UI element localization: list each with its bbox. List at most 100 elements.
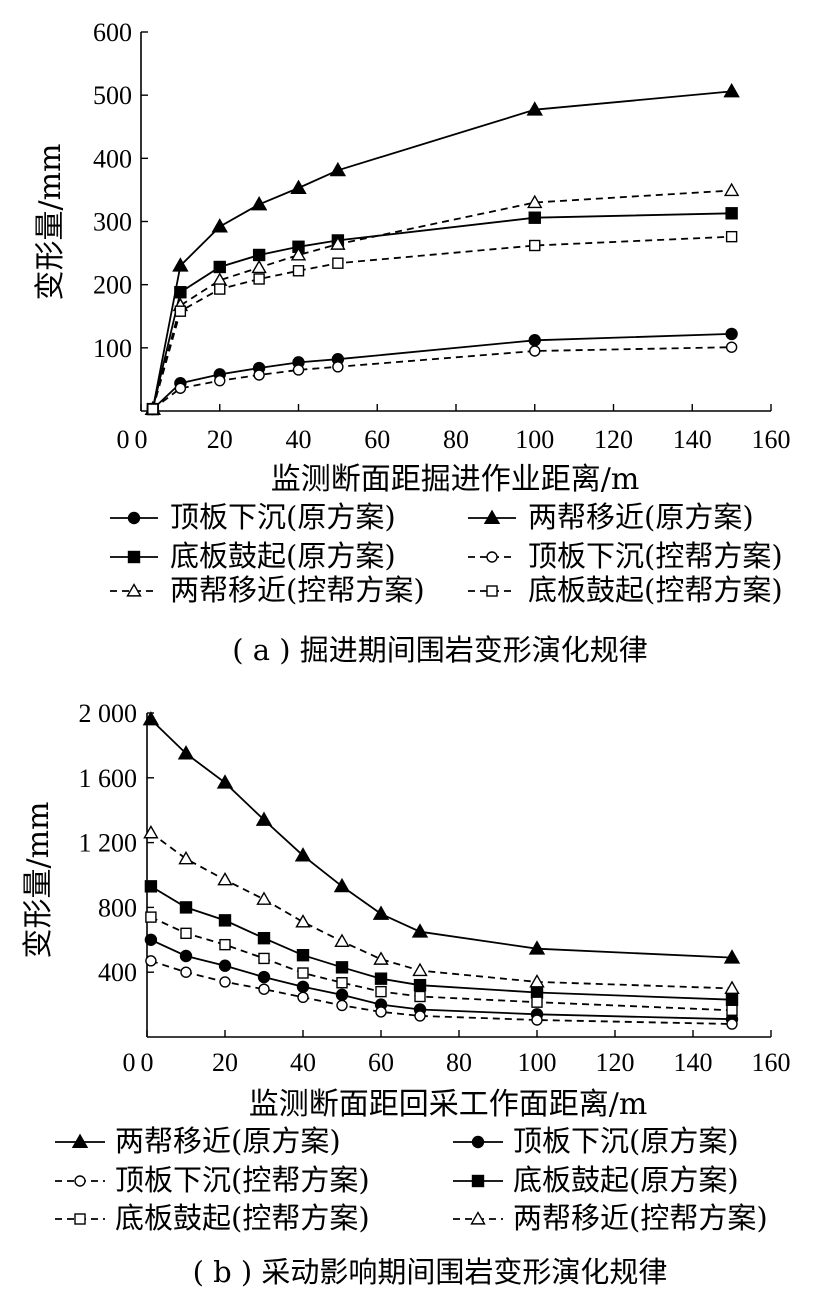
data-point (726, 1004, 738, 1016)
legend-marker (126, 583, 142, 597)
data-point (178, 850, 194, 865)
data-point (330, 236, 346, 250)
data-point (725, 341, 738, 353)
data-point (174, 286, 187, 299)
data-point (290, 179, 307, 194)
legend-item: 底板鼓起(控帮方案) (55, 1201, 370, 1235)
legend-label: 底板鼓起(控帮方案) (528, 573, 783, 607)
y-tick-label: 1 600 (79, 764, 138, 793)
y-tick-label: 1 200 (79, 829, 138, 858)
data-point (725, 230, 738, 243)
data-point (294, 847, 312, 862)
data-point (411, 923, 429, 938)
data-point (219, 976, 231, 988)
data-point (145, 955, 157, 967)
data-point (180, 966, 192, 978)
data-point (332, 257, 344, 269)
legend-label: 顶板下沉(原方案) (513, 1124, 739, 1158)
x-axis-label: 监测断面距掘进作业距离/m (271, 462, 640, 497)
y-tick-label: 200 (93, 271, 132, 300)
data-point (147, 403, 159, 415)
series-line (150, 938, 733, 1021)
data-point (258, 983, 270, 995)
series-line (152, 333, 732, 410)
data-point (253, 273, 265, 285)
legend-label: 两帮移近(原方案) (115, 1124, 341, 1158)
legend-label: 顶板下沉(原方案) (170, 500, 396, 534)
x-tick-label: 160 (752, 425, 791, 454)
data-point (333, 877, 351, 893)
data-point (292, 364, 305, 376)
data-point (527, 194, 543, 209)
y-tick-label: 300 (93, 208, 132, 237)
series-line (151, 189, 732, 410)
legend-marker (127, 511, 141, 525)
data-point (174, 382, 187, 394)
legend-marker (74, 1213, 86, 1225)
data-point (256, 891, 272, 905)
series-3 (145, 955, 738, 1030)
data-point (724, 980, 740, 994)
legend-label: 两帮移近(控帮方案) (513, 1201, 768, 1235)
data-point (725, 207, 738, 220)
legend-marker (127, 550, 141, 564)
data-point (723, 82, 740, 98)
series-6 (147, 230, 738, 415)
data-point (143, 824, 159, 839)
x-tick-label: 40 (290, 1048, 316, 1077)
data-point (529, 974, 545, 988)
legend-item: 顶板下沉(原方案) (110, 500, 396, 534)
y-tick-label: 400 (93, 144, 132, 173)
legend-marker (71, 1133, 89, 1148)
data-point (214, 374, 226, 387)
data-point (374, 972, 388, 985)
data-point (214, 283, 226, 295)
x-tick-label: 40 (286, 425, 312, 454)
data-point (213, 260, 226, 274)
data-point (257, 970, 271, 984)
legend-item: 两帮移近(原方案) (468, 500, 754, 534)
x-tick-label: 100 (515, 425, 554, 454)
series-line (150, 916, 733, 1012)
data-point (219, 938, 231, 951)
data-point (372, 905, 390, 920)
y-tick-label: 400 (98, 958, 137, 987)
data-point (336, 999, 348, 1012)
series-line (151, 90, 732, 410)
data-point (257, 931, 271, 945)
data-point (179, 949, 193, 963)
series-1 (146, 327, 738, 416)
legend-marker (470, 1211, 486, 1225)
data-point (723, 182, 740, 197)
data-point (375, 985, 387, 998)
data-point (172, 257, 189, 272)
legend-item: 顶板下沉(控帮方案) (468, 539, 783, 573)
data-point (255, 811, 273, 826)
legend-item: 两帮移近(原方案) (55, 1124, 341, 1158)
series-line (150, 832, 733, 990)
data-point (529, 239, 541, 252)
x-tick-label: 80 (446, 1048, 472, 1077)
data-point (531, 1014, 543, 1026)
series-line (151, 212, 732, 410)
series-4 (144, 880, 739, 1006)
y-tick-label: 500 (93, 81, 132, 110)
data-point (216, 774, 234, 789)
series-line (150, 885, 733, 1001)
data-point (335, 961, 349, 974)
origin-label: 0 (123, 1048, 136, 1077)
legend-label: 两帮移近(控帮方案) (170, 573, 425, 607)
y-axis-label: 变形量/mm (21, 801, 56, 958)
data-point (726, 1018, 738, 1030)
legend-marker (471, 1135, 485, 1149)
legend-item: 底板鼓起(原方案) (453, 1163, 739, 1197)
x-tick-label: 100 (518, 1048, 557, 1077)
data-point (296, 948, 310, 962)
legend-item: 两帮移近(控帮方案) (110, 573, 425, 607)
x-tick-label: 0 (141, 1048, 154, 1077)
data-point (290, 247, 307, 261)
series-5 (145, 911, 738, 1016)
data-point (329, 161, 347, 177)
legend-label: 顶板下沉(控帮方案) (115, 1163, 370, 1197)
